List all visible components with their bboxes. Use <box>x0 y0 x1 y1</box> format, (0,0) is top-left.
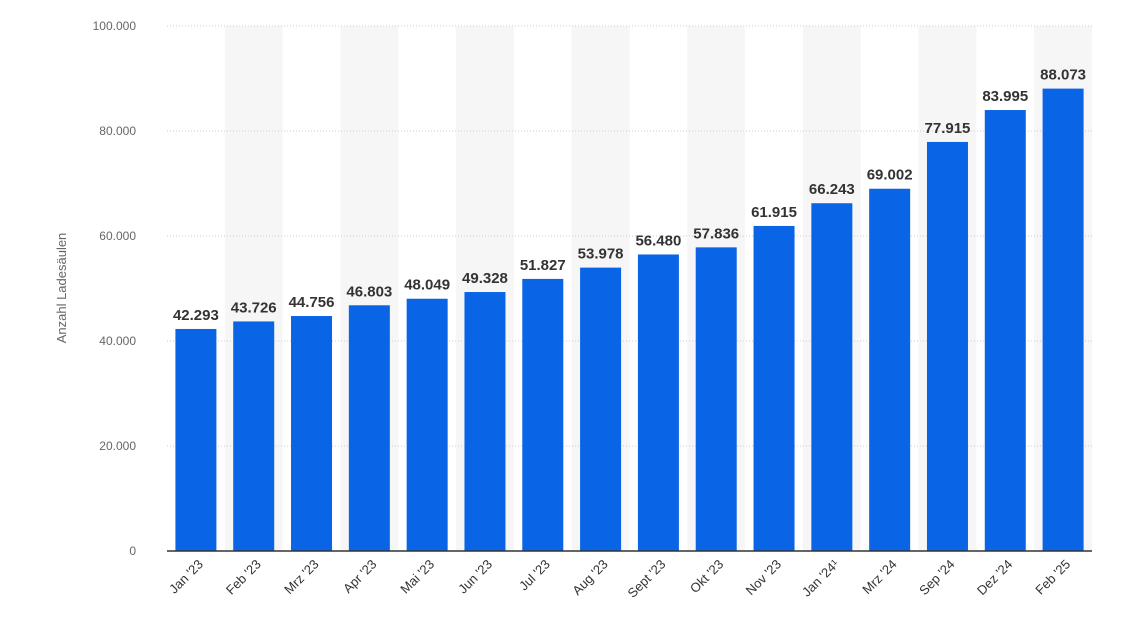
bar <box>348 305 390 551</box>
x-tick-label: Dez '24 <box>974 557 1015 598</box>
bar-value-label: 61.915 <box>751 204 797 221</box>
x-tick-label: Sep '24 <box>916 557 957 598</box>
x-tick-label: Mrz '24 <box>859 557 899 597</box>
bar-value-label: 51.827 <box>520 257 566 274</box>
data-labels: 42.293 43.726 44.756 46.803 48.049 49.328 51.8… <box>173 67 1086 324</box>
bar-value-label: 53.978 <box>578 246 624 263</box>
bar-value-label: 83.995 <box>982 88 1028 105</box>
bar <box>753 225 795 552</box>
bar <box>406 298 448 551</box>
x-tick-label: Apr '23 <box>340 557 379 596</box>
x-tick-label: Mrz '23 <box>281 557 321 597</box>
x-tick-label: Jan '24¹ <box>799 556 842 599</box>
bar <box>984 110 1026 552</box>
bar <box>695 247 737 551</box>
bar-value-label: 57.836 <box>693 225 739 242</box>
bar <box>580 267 622 551</box>
y-tick-label: 20.000 <box>99 439 136 453</box>
y-tick-label: 40.000 <box>99 334 136 348</box>
bar <box>811 203 853 551</box>
x-tick-label: Sept '23 <box>624 557 668 601</box>
y-tick-label: 100.000 <box>93 19 137 33</box>
bar-value-label: 77.915 <box>925 120 971 137</box>
bar <box>637 254 679 552</box>
bar <box>464 292 506 551</box>
x-tick-label: Nov '23 <box>743 557 784 598</box>
bar-value-label: 66.243 <box>809 181 855 198</box>
x-tick-label: Mai '23 <box>397 557 437 597</box>
bar <box>1042 88 1084 551</box>
y-tick-label: 0 <box>129 544 136 558</box>
x-tick-label: Feb '23 <box>223 557 264 598</box>
y-axis-ticks: 0 20.000 40.000 60.000 80.000 100.000 <box>93 19 137 558</box>
bar-value-label: 56.480 <box>635 232 681 249</box>
bar <box>869 188 911 551</box>
bar <box>291 316 333 551</box>
bar <box>926 141 968 552</box>
gridlines <box>167 25 1092 447</box>
bar-value-label: 88.073 <box>1040 67 1086 84</box>
x-tick-label: Aug '23 <box>569 557 610 598</box>
bar <box>522 278 564 551</box>
x-tick-label: Feb '25 <box>1032 557 1073 598</box>
y-tick-label: 80.000 <box>99 124 136 138</box>
bar <box>175 328 217 551</box>
y-axis-label: Anzahl Ladesäulen <box>54 233 69 344</box>
x-tick-label: Okt '23 <box>687 557 726 596</box>
bar-value-label: 42.293 <box>173 307 219 324</box>
bar-value-label: 44.756 <box>289 294 335 311</box>
bar-value-label: 69.002 <box>867 167 913 184</box>
x-tick-label: Jul '23 <box>516 557 553 594</box>
x-tick-label: Jan '23 <box>166 557 206 597</box>
bar-value-label: 49.328 <box>462 270 508 287</box>
bar-value-label: 46.803 <box>346 283 392 300</box>
x-axis-ticks: Jan '23 Feb '23 Mrz '23 Apr '23 Mai '23 Jun '… <box>166 556 1073 601</box>
bar <box>233 321 275 551</box>
bar-value-label: 43.726 <box>231 299 277 316</box>
bar-value-label: 48.049 <box>404 277 450 294</box>
y-tick-label: 60.000 <box>99 229 136 243</box>
bars <box>175 88 1084 552</box>
x-tick-label: Jun '23 <box>455 557 495 597</box>
